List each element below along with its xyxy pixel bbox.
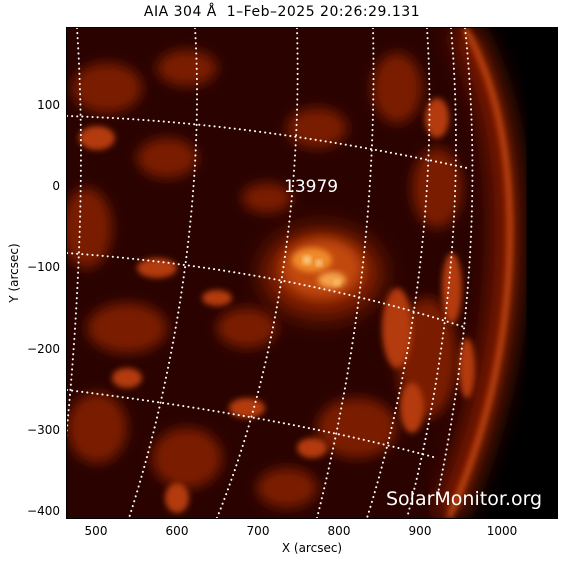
active-region-label: 13979 (284, 177, 339, 197)
solar-image (67, 28, 557, 518)
x-tick-label: 1000 (486, 524, 518, 538)
image-title: AIA 304 Å 1–Feb–2025 20:26:29.131 (143, 4, 421, 20)
emission-network (67, 50, 475, 513)
x-tick-label: 900 (408, 524, 432, 538)
x-tick-label: 500 (84, 524, 108, 538)
heliographic-grid (67, 28, 474, 518)
solar-disk-svg (67, 28, 521, 518)
watermark-text: SolarMonitor.org (386, 488, 543, 510)
active-region-emission (262, 228, 382, 318)
y-tick-label: −400 (27, 504, 60, 518)
y-tick-label: −100 (27, 260, 60, 274)
x-tick-label: 800 (327, 524, 351, 538)
x-tick-label: 600 (165, 524, 189, 538)
y-tick-label: 0 (52, 179, 60, 193)
x-tick-label: 700 (246, 524, 270, 538)
y-tick-label: 100 (37, 98, 60, 112)
y-tick-label: −300 (27, 423, 60, 437)
y-tick-label: −200 (27, 342, 60, 356)
y-axis-label: Y (arcsec) (7, 243, 21, 303)
x-axis-label: X (arcsec) (281, 541, 343, 555)
